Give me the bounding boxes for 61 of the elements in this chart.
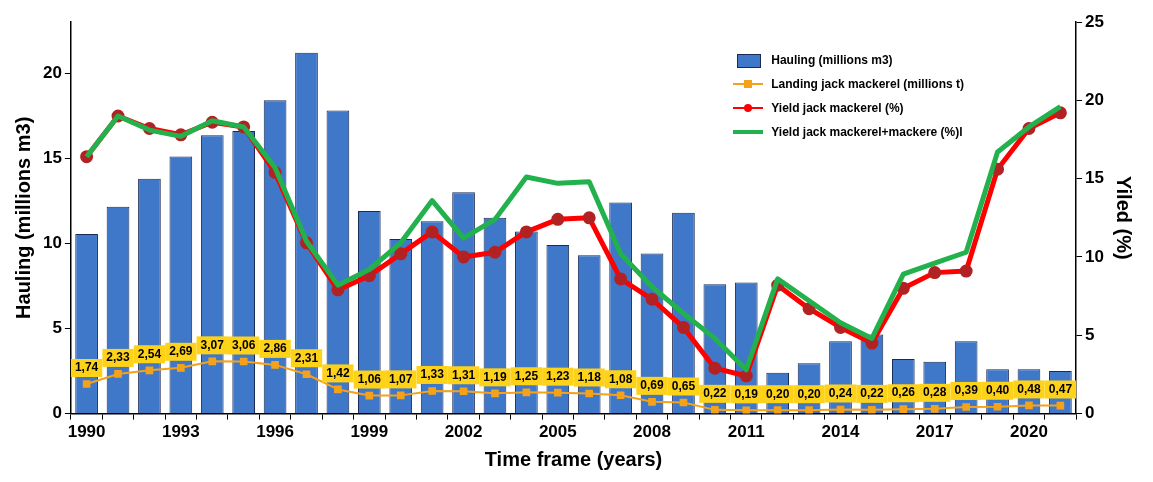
y-tick-label: 20 bbox=[42, 62, 62, 82]
legend-label: Yield jack mackerel+mackere (%)l bbox=[771, 125, 963, 139]
data-label: 0,20 bbox=[797, 386, 822, 401]
data-label: 0,26 bbox=[891, 385, 916, 400]
y-tick-label: 10 bbox=[42, 233, 62, 253]
data-label: 1,42 bbox=[326, 365, 350, 380]
data-label: 0,22 bbox=[860, 386, 884, 401]
data-label: 0,20 bbox=[766, 386, 790, 401]
data-label: 0,39 bbox=[954, 383, 979, 398]
data-label: 0,24 bbox=[828, 385, 853, 400]
legend-label: Hauling (millions m3) bbox=[771, 53, 893, 67]
x-tick-label: 2002 bbox=[444, 422, 483, 442]
legend-label: Landing jack mackerel (millions t) bbox=[771, 77, 964, 91]
data-label: 1,18 bbox=[577, 369, 602, 384]
data-label: 3,07 bbox=[200, 337, 225, 352]
y-tick-label: 15 bbox=[42, 147, 62, 167]
data-label: 3,06 bbox=[232, 337, 256, 352]
data-label: 1,33 bbox=[420, 367, 445, 382]
y2-tick-label: 15 bbox=[1085, 168, 1105, 188]
data-label: 0,48 bbox=[1017, 381, 1041, 396]
data-label: 0,47 bbox=[1048, 381, 1073, 396]
data-label: 0,28 bbox=[923, 385, 947, 400]
x-tick-label: 1993 bbox=[161, 422, 200, 442]
data-label: 0,69 bbox=[640, 378, 665, 393]
x-tick-label: 2011 bbox=[727, 422, 765, 442]
y2-tick-label: 5 bbox=[1085, 324, 1095, 344]
y2-tick-label: 20 bbox=[1085, 90, 1105, 110]
data-label: 1,07 bbox=[389, 371, 413, 386]
data-label: 1,31 bbox=[451, 367, 476, 382]
data-label: 0,40 bbox=[985, 383, 1010, 398]
y2-tick-label: 0 bbox=[1085, 403, 1095, 423]
y-tick-label: 5 bbox=[52, 318, 62, 338]
data-label: 2,54 bbox=[137, 346, 162, 361]
data-label: 0,22 bbox=[703, 386, 727, 401]
x-axis-title: Time frame (years) bbox=[484, 447, 663, 470]
x-tick-label: 2020 bbox=[1010, 422, 1048, 442]
x-tick-label: 1999 bbox=[350, 422, 389, 442]
y2-tick-label: 10 bbox=[1085, 246, 1105, 266]
x-tick-label: 2014 bbox=[821, 422, 860, 442]
data-label: 1,19 bbox=[483, 369, 507, 384]
legend-label: Yield jack mackerel (%) bbox=[771, 101, 904, 115]
y-axis-title: Hauling (millions m3) bbox=[11, 116, 34, 319]
y-tick-label: 0 bbox=[52, 403, 62, 423]
data-label: 0,65 bbox=[671, 378, 696, 393]
data-label: 1,08 bbox=[608, 371, 633, 386]
y2-tick-label: 25 bbox=[1085, 11, 1105, 31]
data-label: 2,69 bbox=[169, 344, 193, 359]
data-label: 1,23 bbox=[546, 368, 570, 383]
data-label: 2,86 bbox=[263, 341, 288, 356]
data-label: 2,31 bbox=[294, 350, 319, 365]
data-label: 1,74 bbox=[74, 360, 99, 375]
x-tick-label: 2008 bbox=[633, 422, 671, 442]
x-tick-label: 1990 bbox=[67, 422, 106, 442]
data-label: 1,06 bbox=[357, 371, 382, 386]
x-tick-label: 2005 bbox=[538, 422, 577, 442]
data-label: 2,33 bbox=[106, 350, 131, 365]
data-label: 0,19 bbox=[734, 386, 759, 401]
x-tick-label: 1996 bbox=[256, 422, 294, 442]
x-tick-label: 2017 bbox=[915, 422, 954, 442]
y2-axis-title: Yiled (%) bbox=[1113, 175, 1136, 260]
data-label: 1,25 bbox=[514, 368, 539, 383]
